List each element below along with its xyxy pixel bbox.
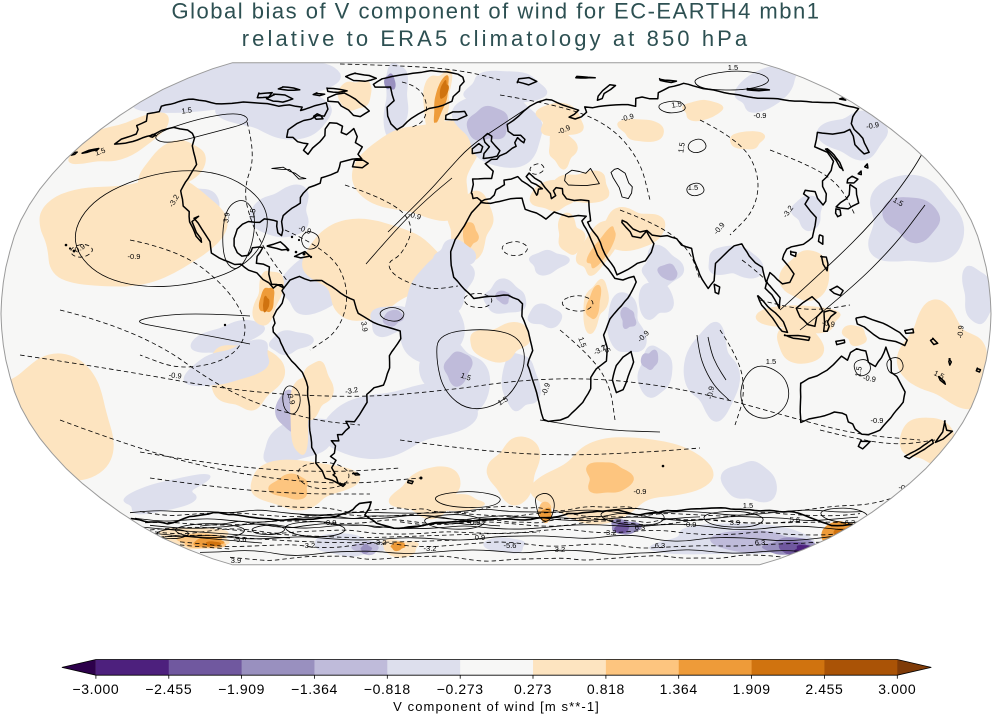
svg-text:2.455: 2.455 [805, 681, 843, 697]
svg-text:1.5: 1.5 [688, 183, 698, 192]
svg-text:−0.818: −0.818 [364, 681, 411, 697]
svg-text:V component of wind [m s**-1]: V component of wind [m s**-1] [393, 699, 600, 714]
svg-text:-5.6: -5.6 [504, 541, 517, 550]
svg-text:1.5: 1.5 [576, 336, 588, 349]
svg-text:1.5: 1.5 [94, 146, 107, 158]
svg-text:1.5: 1.5 [676, 142, 687, 154]
svg-text:-0.9: -0.9 [297, 223, 312, 236]
svg-text:−3.000: −3.000 [72, 681, 119, 697]
svg-text:-0.9: -0.9 [865, 120, 879, 131]
svg-text:3.9: 3.9 [730, 518, 740, 527]
svg-text:5.6: 5.6 [790, 515, 800, 524]
svg-text:1.5: 1.5 [671, 99, 683, 110]
svg-text:−1.364: −1.364 [291, 681, 338, 697]
svg-text:1.5: 1.5 [459, 371, 472, 383]
svg-text:3.9: 3.9 [359, 321, 370, 333]
svg-text:-0.9: -0.9 [955, 325, 965, 339]
svg-text:-0.9: -0.9 [539, 382, 552, 397]
svg-text:-0.9: -0.9 [324, 518, 337, 527]
svg-text:-0.9: -0.9 [684, 520, 697, 529]
svg-text:-0.9: -0.9 [871, 416, 884, 425]
svg-text:-5.6: -5.6 [234, 535, 247, 544]
svg-text:Global bias of V component of: Global bias of V component of wind for E… [172, 0, 821, 24]
svg-text:1.5: 1.5 [743, 501, 753, 510]
svg-text:3.9: 3.9 [231, 556, 241, 565]
svg-text:0.818: 0.818 [587, 681, 625, 697]
svg-text:6.3: 6.3 [635, 523, 645, 532]
svg-text:−1.909: −1.909 [218, 681, 265, 697]
svg-text:-3.2: -3.2 [344, 385, 358, 396]
svg-text:-0.9: -0.9 [821, 318, 835, 329]
svg-text:1.5: 1.5 [932, 368, 945, 381]
svg-text:-0.9: -0.9 [634, 487, 647, 496]
svg-text:1.364: 1.364 [660, 681, 698, 697]
svg-text:6.3: 6.3 [845, 518, 855, 527]
svg-text:0.9: 0.9 [475, 533, 485, 542]
svg-text:-0.9: -0.9 [407, 210, 422, 222]
svg-text:−0.273: −0.273 [437, 681, 484, 697]
svg-text:3.000: 3.000 [878, 681, 916, 697]
svg-text:-3.2: -3.2 [424, 544, 437, 553]
svg-text:1.5: 1.5 [728, 63, 738, 72]
svg-text:-0.9: -0.9 [620, 112, 635, 124]
svg-text:-0.9: -0.9 [705, 385, 716, 399]
svg-text:-3.2: -3.2 [604, 528, 617, 537]
svg-text:−2.455: −2.455 [145, 681, 192, 697]
svg-text:-0.9: -0.9 [754, 111, 767, 120]
svg-text:3.2: 3.2 [555, 545, 565, 554]
svg-text:relative to ERA5 climatology a: relative to ERA5 climatology at 850 hPa [242, 26, 751, 51]
svg-text:-0.9: -0.9 [468, 518, 481, 527]
svg-text:3.9: 3.9 [221, 212, 232, 224]
svg-text:3.9: 3.9 [286, 393, 297, 405]
svg-text:-0.9: -0.9 [128, 252, 141, 261]
svg-text:1.5: 1.5 [766, 357, 776, 366]
svg-text:1.909: 1.909 [733, 681, 771, 697]
svg-text:-3.2: -3.2 [374, 538, 387, 547]
svg-text:1.5: 1.5 [181, 105, 193, 115]
svg-text:3.2: 3.2 [305, 541, 315, 550]
svg-text:1.5: 1.5 [248, 208, 258, 219]
svg-text:1.5: 1.5 [853, 366, 864, 378]
svg-text:-0.9: -0.9 [168, 370, 182, 380]
svg-text:6.3: 6.3 [655, 541, 665, 550]
svg-text:0.273: 0.273 [514, 681, 552, 697]
svg-text:-0.9: -0.9 [862, 373, 876, 384]
svg-text:6.3: 6.3 [755, 538, 765, 547]
